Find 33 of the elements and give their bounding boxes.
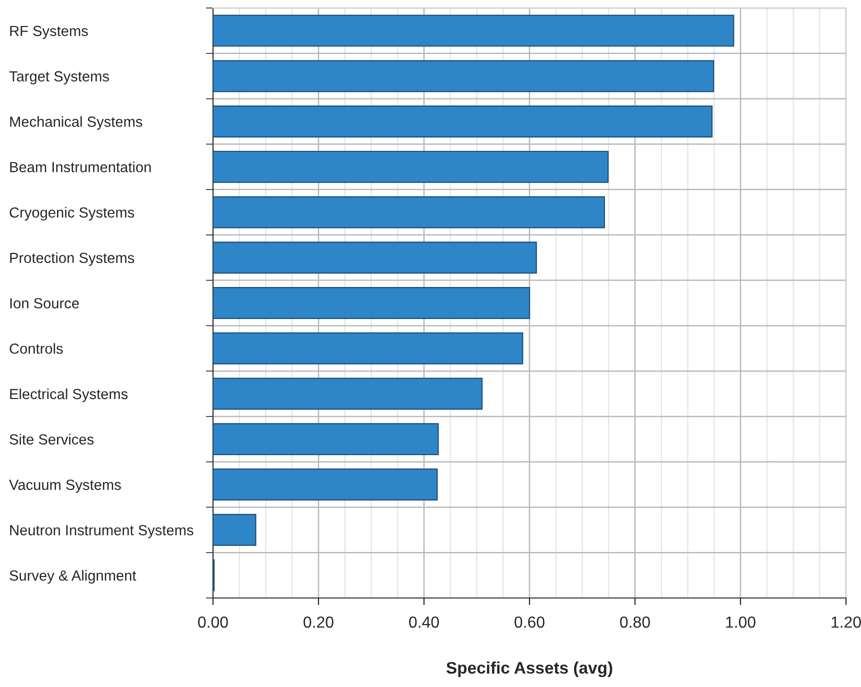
bar [213, 14, 734, 47]
x-axis-title: Specific Assets (avg) [446, 662, 612, 678]
bar [213, 468, 438, 501]
y-tick-label: Target Systems [9, 71, 109, 84]
y-tick-label: Site Services [10, 434, 94, 445]
y-tick-label: Cryogenic Systems [10, 206, 134, 221]
x-tick-label: 0.80 [620, 616, 650, 628]
bar [213, 287, 530, 319]
x-tick-label: 0.40 [409, 616, 439, 628]
bar [213, 332, 524, 364]
y-tick-label: Vacuum Systems [9, 480, 121, 493]
bar [213, 423, 439, 456]
y-tick-label: Ion Source [10, 298, 79, 308]
x-tick-label: 0.00 [198, 616, 228, 628]
bar [213, 150, 609, 183]
bar [213, 378, 483, 410]
y-tick-label: Neutron Instrument Systems [10, 525, 194, 538]
y-tick-label: Electrical Systems [10, 388, 128, 402]
x-tick-label: 0.20 [304, 616, 334, 628]
bar [213, 60, 714, 92]
x-tick-label: 0.60 [514, 616, 544, 628]
x-tick-label: 1.00 [726, 616, 756, 628]
y-tick-label: Controls [10, 343, 63, 354]
bar [213, 196, 605, 228]
bar [213, 242, 537, 274]
y-tick-label: Beam Instrumentation [10, 162, 151, 172]
y-tick-label: Protection Systems [10, 252, 134, 266]
y-tick-label: Survey & Alignment [10, 570, 136, 584]
bar [213, 105, 713, 138]
bar [213, 514, 256, 546]
y-tick-label: RF Systems [10, 26, 88, 40]
y-tick-label: Mechanical Systems [10, 116, 142, 130]
x-tick-label: 1.20 [832, 616, 861, 628]
